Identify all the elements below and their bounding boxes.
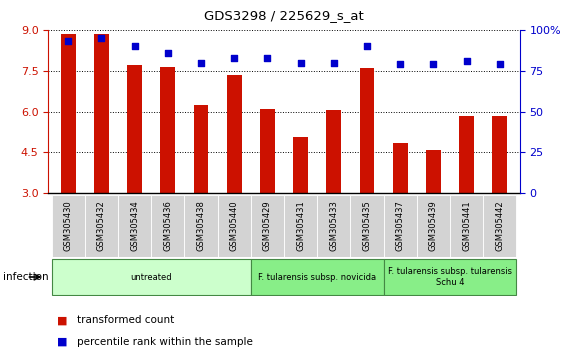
Bar: [317, 195, 350, 257]
Point: [329, 60, 339, 65]
Bar: [392, 143, 408, 193]
Text: F. tularensis subsp. novicida: F. tularensis subsp. novicida: [258, 273, 376, 281]
Text: GSM305435: GSM305435: [362, 200, 371, 251]
Point: [197, 60, 206, 65]
Text: GSM305432: GSM305432: [97, 200, 106, 251]
Text: ■: ■: [57, 315, 67, 325]
Bar: [218, 195, 251, 257]
Bar: [251, 195, 284, 257]
Point: [362, 44, 371, 49]
Bar: [127, 65, 142, 193]
Bar: [483, 195, 516, 257]
Bar: [459, 115, 474, 193]
Bar: [383, 195, 417, 257]
Bar: [227, 75, 241, 193]
Point: [396, 62, 405, 67]
Text: transformed count: transformed count: [77, 315, 174, 325]
Bar: [52, 259, 251, 295]
Text: GSM305439: GSM305439: [429, 200, 438, 251]
Text: F. tularensis subsp. tularensis
Schu 4: F. tularensis subsp. tularensis Schu 4: [388, 267, 512, 287]
Bar: [284, 195, 317, 257]
Text: GSM305430: GSM305430: [64, 200, 73, 251]
Bar: [52, 195, 85, 257]
Text: GSM305442: GSM305442: [495, 200, 504, 251]
Text: GDS3298 / 225629_s_at: GDS3298 / 225629_s_at: [204, 9, 364, 22]
Bar: [160, 67, 176, 193]
Point: [97, 35, 106, 41]
Bar: [185, 195, 218, 257]
Bar: [293, 137, 308, 193]
Bar: [383, 259, 516, 295]
Bar: [251, 259, 383, 295]
Bar: [426, 149, 441, 193]
Text: GSM305438: GSM305438: [197, 200, 206, 251]
Text: GSM305437: GSM305437: [396, 200, 404, 251]
Bar: [118, 195, 151, 257]
Bar: [492, 116, 507, 193]
Bar: [61, 34, 76, 193]
Point: [462, 58, 471, 64]
Text: GSM305441: GSM305441: [462, 200, 471, 251]
Point: [163, 50, 172, 56]
Bar: [360, 68, 374, 193]
Bar: [450, 195, 483, 257]
Bar: [85, 195, 118, 257]
Point: [429, 62, 438, 67]
Text: untreated: untreated: [131, 273, 172, 281]
Text: GSM305440: GSM305440: [229, 200, 239, 251]
Text: infection: infection: [3, 272, 48, 282]
Point: [495, 62, 504, 67]
Text: percentile rank within the sample: percentile rank within the sample: [77, 337, 253, 347]
Bar: [327, 110, 341, 193]
Point: [229, 55, 239, 61]
Text: GSM305433: GSM305433: [329, 200, 339, 251]
Point: [263, 55, 272, 61]
Text: GSM305431: GSM305431: [296, 200, 305, 251]
Text: GSM305436: GSM305436: [164, 200, 172, 251]
Text: GSM305429: GSM305429: [263, 200, 272, 251]
Bar: [350, 195, 383, 257]
Bar: [194, 105, 208, 193]
Bar: [94, 34, 109, 193]
Text: GSM305434: GSM305434: [130, 200, 139, 251]
Point: [296, 60, 305, 65]
Point: [130, 44, 139, 49]
Bar: [417, 195, 450, 257]
Text: ■: ■: [57, 337, 67, 347]
Bar: [260, 109, 275, 193]
Point: [64, 39, 73, 44]
Bar: [151, 195, 185, 257]
